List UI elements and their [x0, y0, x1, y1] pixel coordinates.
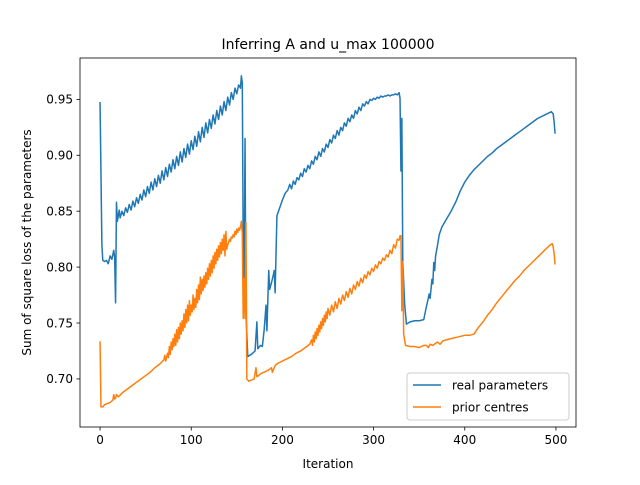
x-axis-ticks: 0 100 200 300 400 500	[96, 427, 567, 447]
y-tick-label: 0.95	[46, 93, 73, 107]
y-tick-label: 0.70	[46, 372, 73, 386]
legend-label-2: prior centres	[452, 400, 529, 414]
y-tick-label: 0.85	[46, 204, 73, 218]
x-tick-label: 0	[96, 433, 104, 447]
series-line-2	[99, 220, 556, 408]
legend-box	[406, 372, 570, 421]
series-line-1	[99, 75, 556, 358]
y-axis-ticks: 0.70 0.75 0.80 0.85 0.90 0.95	[46, 93, 80, 386]
series-layer	[99, 75, 556, 408]
y-tick-label: 0.75	[46, 316, 73, 330]
legend: real parameters prior centres	[406, 372, 570, 421]
y-tick-label: 0.80	[46, 260, 73, 274]
chart-title: Inferring A and u_max 100000	[222, 37, 435, 53]
plot-frame	[79, 57, 577, 428]
x-tick-label: 300	[362, 433, 385, 447]
x-axis-label: Iteration	[303, 457, 354, 471]
y-axis-label: Sum of square loss of the parameters	[20, 129, 34, 355]
y-tick-label: 0.90	[46, 149, 73, 163]
x-tick-label: 500	[544, 433, 567, 447]
x-tick-label: 400	[453, 433, 476, 447]
x-tick-label: 100	[180, 433, 203, 447]
x-tick-label: 200	[271, 433, 294, 447]
legend-label-1: real parameters	[452, 378, 548, 392]
